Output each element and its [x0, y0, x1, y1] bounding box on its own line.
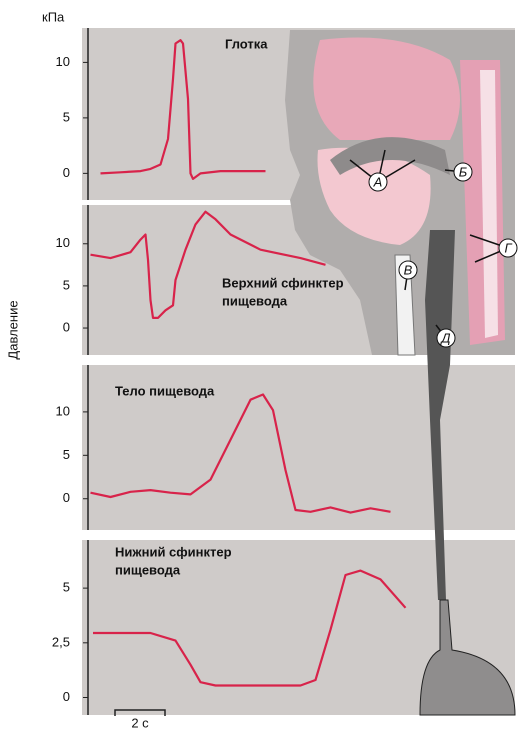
panel-title: пищевода	[222, 293, 288, 308]
trachea	[394, 254, 416, 356]
label-circle	[453, 162, 473, 182]
y-tick-label: 0	[63, 319, 70, 334]
stomach	[419, 599, 516, 716]
y-tick-label: 10	[56, 54, 70, 69]
tongue	[317, 147, 431, 245]
unit-label: кПа	[42, 9, 65, 24]
illustration-label: Г	[504, 240, 512, 255]
label-circle	[436, 328, 456, 348]
y-tick-label: 0	[63, 490, 70, 505]
scale-bar-label: 2 с	[131, 715, 149, 730]
illustration-label: А	[373, 174, 383, 189]
illustration-label: Б	[459, 164, 468, 179]
panel-title: Глотка	[225, 36, 268, 51]
panel-title: Верхний сфинктер	[222, 275, 344, 290]
nasal-cavity	[313, 37, 460, 140]
esophagus	[425, 230, 455, 600]
label-circle	[398, 260, 418, 280]
pressure-line	[93, 569, 407, 687]
palate	[330, 137, 450, 175]
illustration-label: Д	[439, 330, 450, 345]
pressure-line	[90, 210, 326, 319]
anatomy-illustration: А Б В Г Д	[285, 30, 518, 716]
y-tick-label: 5	[63, 580, 70, 595]
y-axis-label: Давление	[5, 300, 20, 359]
y-tick-label: 2,5	[52, 634, 70, 649]
scale-bar	[114, 709, 166, 716]
spinal-cord	[480, 70, 498, 338]
label-circle	[368, 172, 388, 192]
y-tick-label: 5	[63, 109, 70, 124]
y-tick-label: 5	[63, 447, 70, 462]
pressure-line	[100, 39, 266, 180]
y-tick-label: 5	[63, 277, 70, 292]
panel-title: пищевода	[115, 562, 181, 577]
panel-title: Тело пищевода	[115, 383, 215, 398]
pressure-line	[90, 393, 391, 514]
panel-title: Нижний сфинктер	[115, 544, 232, 559]
y-tick-label: 0	[63, 689, 70, 704]
y-tick-label: 10	[56, 403, 70, 418]
y-tick-label: 0	[63, 165, 70, 180]
label-circle	[498, 238, 518, 258]
illustration-label: В	[404, 262, 413, 277]
y-tick-label: 10	[56, 235, 70, 250]
